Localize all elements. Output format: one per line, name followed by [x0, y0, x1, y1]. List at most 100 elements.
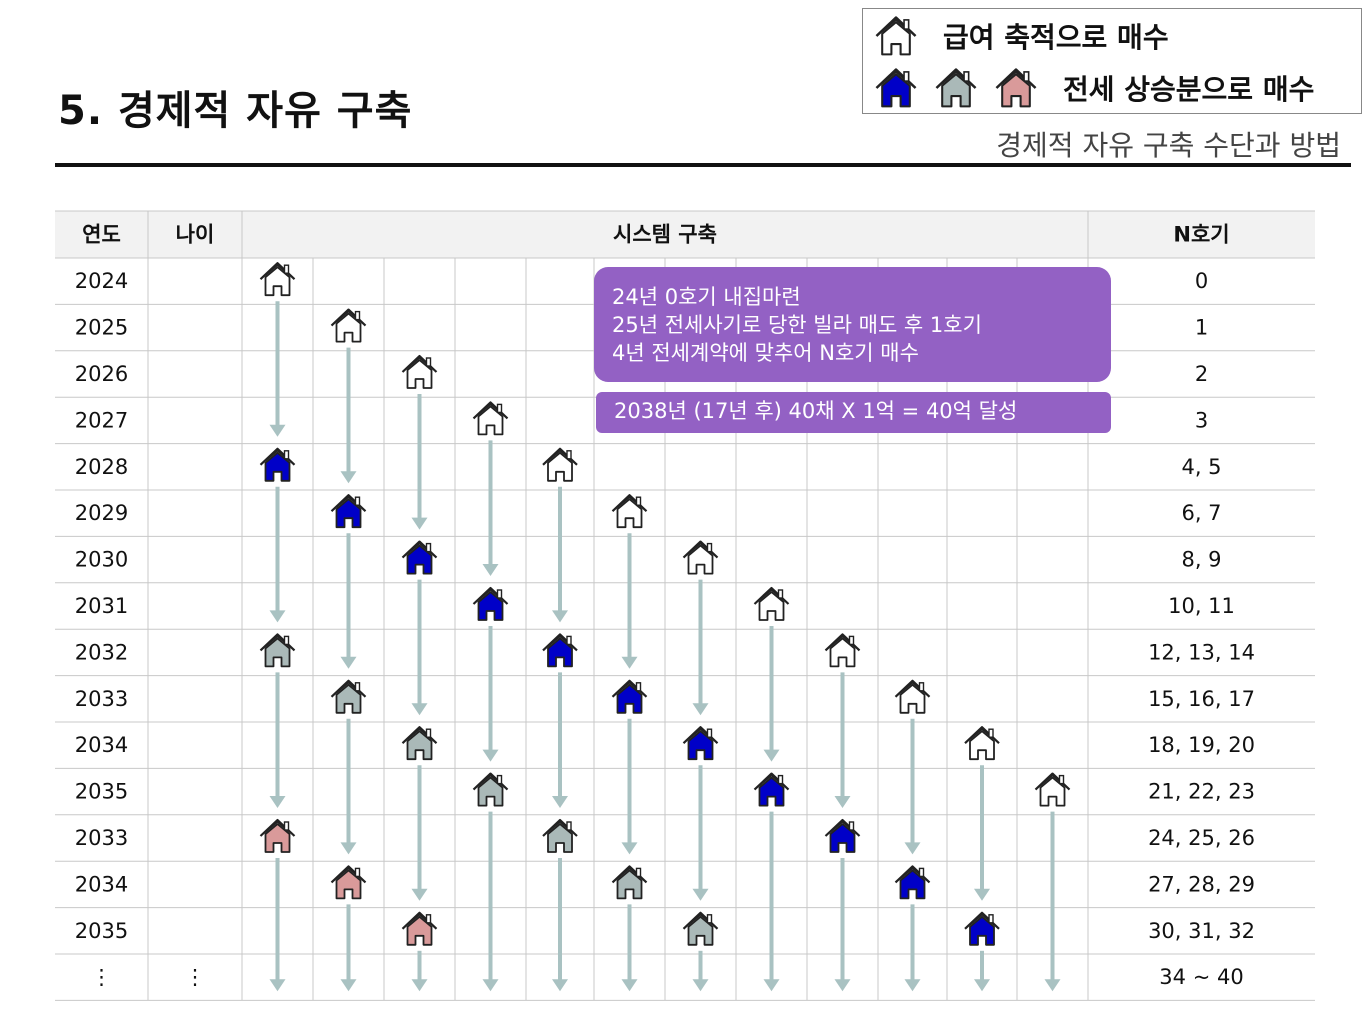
cell-year: 2028: [75, 455, 128, 479]
flow-arrow: [411, 394, 428, 530]
flow-arrow: [974, 950, 990, 992]
flow-arrow: [621, 718, 638, 855]
cell-count: 6, 7: [1181, 501, 1221, 525]
legend-row-jeonse: 전세 상승분으로 매수: [873, 65, 1314, 111]
cell-count: 10, 11: [1168, 594, 1235, 618]
house-outline-icon: [542, 447, 578, 482]
callout-plan-line-3: 4년 전세계약에 맞추어 N호기 매수: [612, 341, 919, 365]
flow-arrow: [340, 904, 357, 992]
house-blue-icon: [753, 772, 790, 807]
house-pink-icon: [995, 68, 1037, 108]
callout-plan-line-1: 24년 0호기 내집마련: [612, 285, 801, 309]
flow-arrow: [621, 533, 638, 669]
cell-count: 8, 9: [1181, 548, 1221, 572]
house-pink-icon: [330, 865, 367, 900]
cell-count: 30, 31, 32: [1148, 919, 1255, 943]
house-gray-icon: [935, 68, 977, 108]
house-gray-icon: [401, 726, 438, 761]
flow-arrow: [974, 765, 990, 901]
house-blue-icon: [259, 447, 296, 482]
legend-row-salary: 급여 축적으로 매수: [873, 13, 1169, 59]
cell-count: 2: [1195, 362, 1208, 386]
flow-arrow: [552, 486, 568, 623]
cell-count: 4, 5: [1181, 455, 1221, 479]
cell-count: 27, 28, 29: [1148, 872, 1255, 896]
house-gray-icon: [682, 911, 719, 946]
cell-count: 34 ~ 40: [1159, 965, 1243, 989]
house-gray-icon: [330, 679, 367, 714]
cell-year: 2027: [75, 408, 128, 432]
header-year: 연도: [82, 223, 121, 247]
flow-arrow: [692, 579, 709, 716]
flow-arrow: [411, 579, 428, 716]
flow-arrow: [482, 626, 499, 762]
cell-count: 18, 19, 20: [1148, 733, 1255, 757]
house-outline-icon: [964, 726, 1000, 761]
callout-plan-line-2: 25년 전세사기로 당한 빌라 매도 후 1호기: [612, 313, 982, 337]
house-outline-icon: [894, 679, 931, 714]
cell-year: 2031: [75, 594, 128, 618]
flow-arrow: [692, 765, 709, 901]
flow-arrow: [763, 811, 780, 992]
title-rule: [55, 163, 1351, 167]
flow-arrow: [269, 672, 286, 808]
legend-label-salary: 급여 축적으로 매수: [943, 21, 1169, 54]
header-age: 나이: [176, 223, 215, 247]
house-blue-icon: [875, 68, 917, 108]
cell-year: 2026: [75, 362, 128, 386]
flow-arrow: [340, 533, 357, 669]
house-gray-icon: [611, 865, 648, 900]
cell-count: 24, 25, 26: [1148, 826, 1255, 850]
legend-label-jeonse: 전세 상승분으로 매수: [1063, 73, 1315, 106]
cell-count: 3: [1195, 408, 1208, 432]
flow-arrow: [834, 672, 851, 808]
cell-year: ⋮: [91, 965, 112, 989]
page-title: 5. 경제적 자유 구축: [58, 88, 413, 134]
flow-arrow: [340, 718, 357, 855]
cell-count: 15, 16, 17: [1148, 687, 1255, 711]
cell-year: 2033: [75, 826, 128, 850]
cell-year: 2035: [75, 780, 128, 804]
flow-arrow: [552, 858, 568, 992]
cell-year: 2034: [75, 733, 128, 757]
house-blue-icon: [330, 494, 367, 529]
cell-year: 2034: [75, 872, 128, 896]
flow-arrow: [411, 950, 428, 992]
house-blue-icon: [472, 586, 509, 621]
house-outline-icon: [611, 494, 648, 529]
flow-arrow: [621, 904, 638, 992]
flow-arrow: [552, 672, 568, 808]
cell-count: 0: [1195, 269, 1208, 293]
house-outline-icon: [753, 586, 790, 621]
cell-count: 1: [1195, 316, 1208, 340]
flow-arrow: [340, 347, 357, 484]
house-blue-icon: [894, 865, 931, 900]
cell-year: 2033: [75, 687, 128, 711]
flow-arrow: [411, 765, 428, 901]
cell-count: 12, 13, 14: [1148, 640, 1255, 664]
cell-year: 2030: [75, 548, 128, 572]
callout-plan: 24년 0호기 내집마련 25년 전세사기로 당한 빌라 매도 후 1호기 4년…: [594, 267, 1111, 382]
table-header-bg: [55, 211, 1315, 258]
flow-arrow: [904, 904, 921, 992]
house-outline-icon: [401, 354, 438, 389]
house-outline-icon: [875, 16, 917, 56]
house-blue-icon: [682, 726, 719, 761]
house-pink-icon: [259, 818, 296, 853]
callout-goal: 2038년 (17년 후) 40채 X 1억 = 40억 달성: [596, 392, 1111, 433]
header-system: 시스템 구축: [613, 223, 717, 247]
cell-count: 21, 22, 23: [1148, 780, 1255, 804]
house-blue-icon: [401, 540, 438, 575]
cell-year: 2032: [75, 640, 128, 664]
cell-year: 2024: [75, 269, 128, 293]
flow-arrow: [1044, 811, 1061, 992]
flow-arrow: [482, 811, 499, 992]
cell-age: ⋮: [185, 965, 206, 989]
house-outline-icon: [682, 540, 719, 575]
house-pink-icon: [401, 911, 438, 946]
house-outline-icon: [824, 633, 861, 668]
house-outline-icon: [259, 262, 296, 297]
legend-box: 급여 축적으로 매수 전세 상승분으로 매수: [862, 8, 1362, 114]
house-gray-icon: [472, 772, 509, 807]
